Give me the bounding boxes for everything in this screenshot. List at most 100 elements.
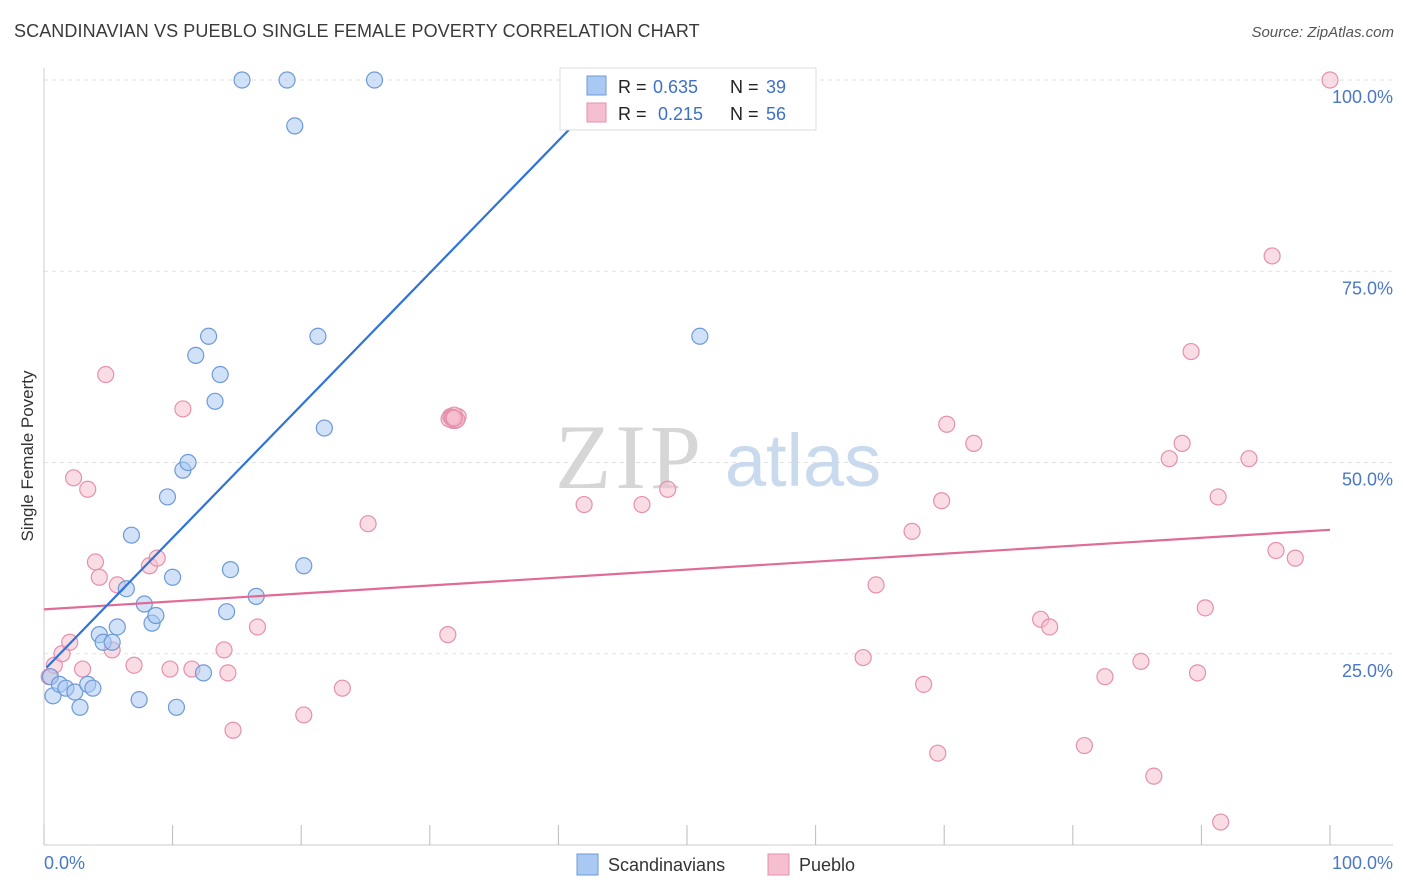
y-tick-label: 100.0% (1332, 87, 1393, 107)
pueblo-point (79, 480, 97, 498)
legend-swatch-pueblo (586, 102, 607, 123)
scandinavian-trend-line (45, 86, 611, 669)
pueblo-point (64, 469, 83, 487)
legend-n-value-pueblo: 56 (766, 104, 786, 124)
pueblo-point (929, 744, 947, 762)
legend-r-value-pueblo: 0.215 (658, 104, 703, 124)
bottom-legend-swatch-scandinavians (576, 853, 599, 876)
y-tick-label: 25.0% (1342, 661, 1393, 681)
scandinavian-point (200, 327, 218, 345)
pueblo-point (1263, 247, 1281, 265)
pueblo-point (439, 626, 457, 644)
pueblo-point (965, 434, 983, 452)
pueblo-point (903, 522, 921, 540)
scandinavian-point (179, 453, 197, 472)
pueblo-point (445, 409, 463, 427)
pueblo-point (97, 365, 115, 384)
scandinavian-point (233, 71, 251, 89)
legend-bottom: Scandinavians Pueblo (576, 853, 855, 876)
pueblo-point (215, 641, 233, 659)
scandinavian-point (71, 698, 89, 716)
pueblo-point (1145, 767, 1163, 785)
scandinavian-point (103, 633, 121, 651)
scandinavian-point (206, 392, 224, 410)
chart-title: SCANDINAVIAN VS PUEBLO SINGLE FEMALE POV… (14, 21, 700, 41)
scandinavian-point (194, 664, 213, 682)
scandinavian-point (278, 71, 296, 89)
scandinavian-point (130, 691, 148, 709)
legend-top: R = 0.635 N = 39 R = 0.215 N = 56 (559, 67, 817, 131)
pueblo-point (295, 706, 313, 724)
bottom-legend-swatch-pueblo (767, 853, 790, 876)
bottom-legend-label-scandinavians: Scandinavians (608, 855, 725, 875)
scandinavian-point (286, 117, 304, 135)
legend-n-label-1: N = (730, 77, 759, 97)
pueblo-point (1267, 541, 1285, 560)
x-tick-label-min: 0.0% (44, 853, 85, 873)
pueblo-point (125, 656, 143, 674)
pueblo-point (633, 495, 651, 514)
pueblo-point (1096, 668, 1114, 686)
pueblo-point (1132, 652, 1150, 671)
chart-source: Source: ZipAtlas.com (1251, 24, 1394, 41)
scandinavian-point (295, 557, 313, 575)
legend-swatch-scandinavians (586, 75, 607, 96)
scandinavian-point (84, 679, 102, 697)
pueblo-point (248, 618, 267, 636)
scandinavian-point (365, 71, 384, 89)
pueblo-point (1182, 342, 1200, 361)
legend-r-label-2: R = (618, 104, 647, 124)
scandinavian-point (66, 683, 84, 701)
pueblo-point (148, 549, 166, 567)
scandinavian-point (187, 346, 205, 364)
pueblo-point (575, 495, 593, 514)
watermark-atlas: atlas (725, 419, 881, 502)
scandinavian-point (691, 327, 709, 345)
y-tick-label: 75.0% (1342, 278, 1393, 298)
pueblo-point (933, 492, 951, 510)
pueblo-point (1321, 71, 1339, 89)
pueblo-point (1075, 736, 1093, 755)
pueblo-point (915, 675, 933, 693)
pueblo-point (1160, 450, 1178, 468)
pueblo-point (219, 664, 237, 682)
scandinavian-point (147, 606, 165, 625)
scandinavian-point (218, 603, 236, 621)
pueblo-point (938, 415, 956, 433)
scandinavian-point (167, 698, 186, 716)
pueblo-point (1209, 488, 1227, 506)
bottom-legend-label-pueblo: Pueblo (799, 855, 855, 875)
pueblo-point (174, 400, 192, 418)
pueblo-point (333, 679, 351, 697)
pueblo-point (1240, 450, 1258, 468)
legend-n-label-2: N = (730, 104, 759, 124)
scandinavian-point (108, 618, 126, 636)
scandinavian-point (221, 560, 240, 579)
watermark-zip: ZIP (555, 406, 705, 508)
scandinavian-point (122, 526, 141, 544)
pueblo-point (1286, 549, 1304, 567)
pueblo-point (1041, 618, 1059, 636)
legend-n-value-scandinavians: 39 (766, 77, 786, 97)
pueblo-point (1196, 599, 1214, 617)
y-axis-title: Single Female Poverty (18, 370, 37, 542)
pueblo-point (1188, 664, 1207, 682)
pueblo-point (867, 576, 885, 594)
trend-lines (43, 86, 1331, 669)
pueblo-point (359, 515, 377, 533)
pueblo-point (659, 480, 677, 498)
pueblo-point (224, 721, 242, 739)
x-ticks (43, 825, 1331, 845)
scandinavian-point (117, 580, 135, 598)
x-tick-label-max: 100.0% (1332, 853, 1393, 873)
pueblo-points (40, 71, 1339, 831)
pueblo-point (73, 660, 92, 678)
scandinavian-points (41, 71, 709, 716)
pueblo-point (86, 553, 105, 571)
scandinavian-point (158, 488, 177, 506)
pueblo-point (1212, 813, 1230, 831)
legend-r-value-scandinavians: 0.635 (653, 77, 698, 97)
scandinavian-point (309, 327, 327, 345)
y-tick-label: 50.0% (1342, 470, 1393, 490)
